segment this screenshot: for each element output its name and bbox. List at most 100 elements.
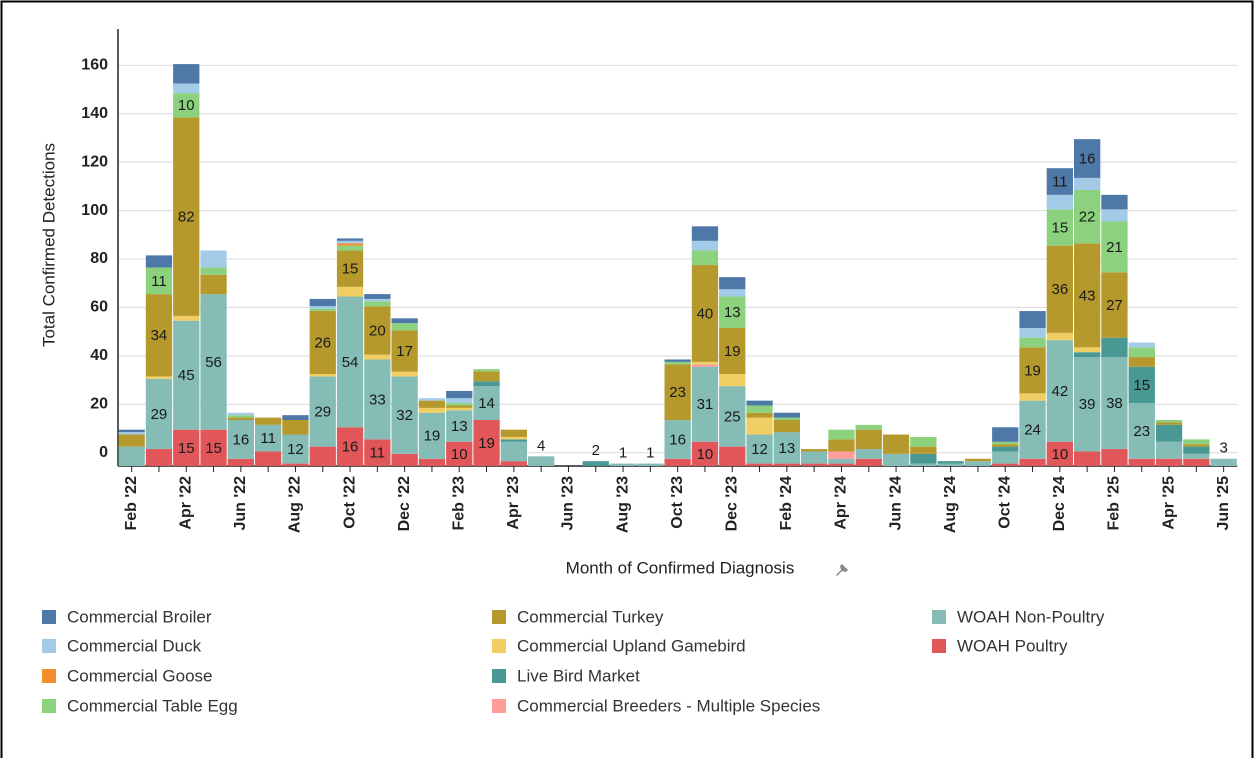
value-label: 10 bbox=[1052, 446, 1069, 463]
bar-segment bbox=[910, 453, 937, 464]
bar-segment bbox=[336, 243, 364, 246]
bar-segment bbox=[828, 458, 855, 464]
bar-segment bbox=[145, 267, 173, 295]
bar-segment bbox=[1128, 403, 1155, 459]
bar-segment bbox=[364, 439, 391, 466]
x-tick-label: Feb '24 bbox=[778, 476, 795, 531]
bar-segment bbox=[391, 330, 418, 372]
value-label: 17 bbox=[396, 343, 413, 360]
bar-segment bbox=[828, 439, 855, 452]
y-tick-label: 120 bbox=[81, 153, 108, 170]
value-label: 38 bbox=[1106, 395, 1123, 412]
bar-segment bbox=[719, 277, 746, 290]
bar-segment bbox=[1019, 393, 1046, 401]
bar-segment bbox=[691, 361, 719, 365]
bar-segment bbox=[1074, 177, 1101, 190]
bar-segment bbox=[1101, 209, 1128, 222]
value-label: 14 bbox=[478, 395, 495, 412]
bar-segment bbox=[855, 458, 882, 466]
bar-segment bbox=[336, 286, 364, 297]
x-tick-label: Jun '24 bbox=[887, 476, 904, 531]
bar-segment bbox=[992, 463, 1019, 466]
bar-segment bbox=[937, 461, 964, 464]
bar-segment bbox=[173, 429, 200, 466]
bar-segment bbox=[746, 400, 773, 406]
bar-segment bbox=[309, 446, 336, 466]
bar-segment bbox=[691, 240, 719, 251]
value-label: 19 bbox=[1024, 362, 1041, 379]
value-label: 13 bbox=[451, 418, 468, 435]
bar-segment bbox=[500, 461, 527, 466]
bar-segment bbox=[1046, 245, 1073, 333]
bar-segment bbox=[992, 444, 1019, 447]
bar-segment bbox=[309, 308, 336, 312]
bar-segment bbox=[473, 371, 500, 382]
value-label: 15 bbox=[342, 261, 359, 278]
legend-swatch bbox=[42, 669, 56, 683]
bar-segment bbox=[1101, 449, 1128, 466]
y-tick-label: 140 bbox=[81, 105, 108, 122]
value-label: 45 bbox=[178, 367, 195, 384]
value-label: 56 bbox=[205, 354, 222, 371]
bar-segment bbox=[992, 446, 1019, 452]
bar-segment bbox=[200, 274, 227, 295]
x-tick-label: Oct '22 bbox=[341, 476, 358, 529]
bar-segment bbox=[855, 429, 882, 450]
bar-segment bbox=[500, 429, 527, 437]
value-label: 16 bbox=[233, 431, 250, 448]
bar-segment bbox=[801, 463, 828, 466]
value-label: 15 bbox=[1052, 219, 1069, 236]
value-label: 19 bbox=[724, 343, 741, 360]
bar-segment bbox=[446, 441, 473, 466]
x-tick-label: Apr '23 bbox=[505, 476, 522, 530]
bar-segment bbox=[773, 432, 800, 464]
bar-segment bbox=[336, 250, 364, 287]
bar-segment bbox=[691, 265, 719, 362]
bar-segment bbox=[200, 429, 227, 466]
value-label: 16 bbox=[342, 439, 359, 456]
value-label: 16 bbox=[1079, 150, 1096, 167]
bar-segment bbox=[255, 424, 282, 452]
bar-segment bbox=[391, 376, 418, 454]
bar-segment bbox=[1019, 458, 1046, 466]
bar-segment bbox=[1155, 441, 1183, 459]
bar-segment bbox=[418, 412, 446, 459]
value-label: 82 bbox=[178, 209, 195, 226]
x-tick-label: Apr '24 bbox=[833, 476, 850, 530]
bar-segment bbox=[282, 463, 309, 466]
bar-segment bbox=[364, 359, 391, 440]
bar-segment bbox=[691, 366, 719, 442]
bar-segment bbox=[1155, 424, 1183, 442]
bar-segment bbox=[964, 458, 992, 462]
legend-swatch bbox=[932, 610, 946, 624]
bar-segment bbox=[309, 374, 336, 377]
bar-segment bbox=[1074, 347, 1101, 353]
x-tick-label: Feb '22 bbox=[123, 476, 140, 531]
bar-segment bbox=[664, 361, 691, 365]
value-label: 29 bbox=[151, 406, 168, 423]
value-label: 26 bbox=[314, 334, 331, 351]
value-label: 19 bbox=[478, 435, 495, 452]
bar-segment bbox=[937, 463, 964, 466]
bar-segment bbox=[773, 420, 800, 433]
bar-segment bbox=[1128, 366, 1155, 404]
bar-segment bbox=[227, 415, 254, 418]
bar-segment bbox=[1210, 458, 1237, 466]
bar-segment bbox=[1128, 458, 1155, 466]
bar-segment bbox=[364, 298, 391, 302]
bar-segment bbox=[910, 446, 937, 454]
value-label: 2 bbox=[592, 442, 600, 459]
bar-segment bbox=[719, 289, 746, 297]
bar-segment bbox=[1074, 190, 1101, 244]
bar-segment bbox=[746, 405, 773, 413]
legend-label: Commercial Table Egg bbox=[67, 696, 238, 715]
value-label: 11 bbox=[1052, 173, 1068, 190]
value-label: 29 bbox=[314, 403, 331, 420]
x-tick-label: Dec '24 bbox=[1051, 476, 1068, 532]
x-tick-label: Feb '23 bbox=[450, 476, 467, 531]
bar-segment bbox=[1183, 458, 1210, 466]
bar-segment bbox=[227, 412, 254, 416]
bar-segment bbox=[691, 226, 719, 241]
value-label: 10 bbox=[178, 97, 195, 114]
